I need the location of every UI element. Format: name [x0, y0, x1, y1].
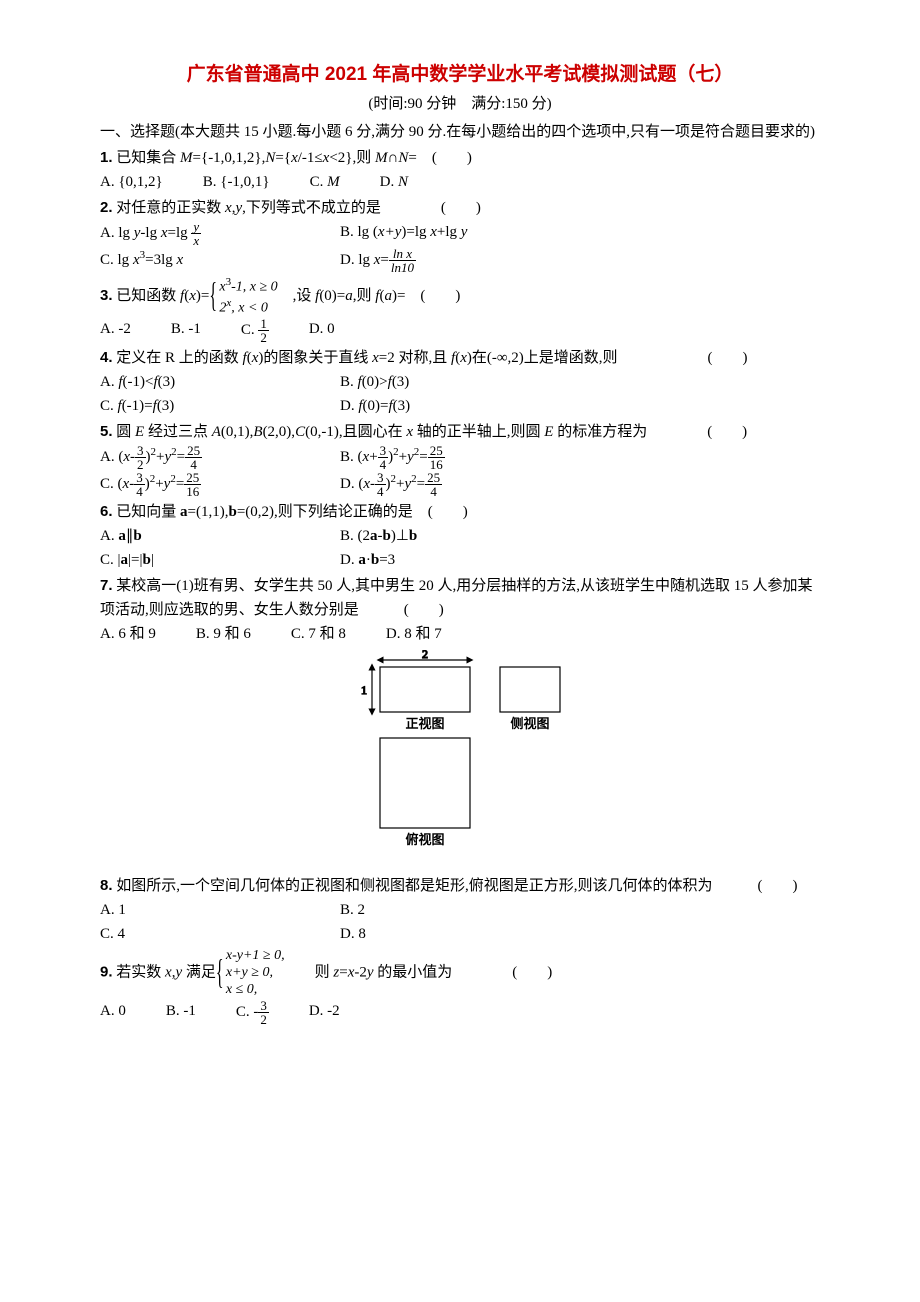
question-8: 8. 如图所示,一个空间几何体的正视图和侧视图都是矩形,俯视图是正方形,则该几何…: [100, 874, 820, 946]
option: D. 8 和 7: [386, 622, 442, 646]
option: D. a·b=3: [340, 548, 540, 572]
question-7: 7. 某校高一(1)班有男、女学生共 50 人,其中男生 20 人,用分层抽样的…: [100, 574, 820, 646]
question-5: 5. 圆 E 经过三点 A(0,1),B(2,0),C(0,-1),且圆心在 x…: [100, 420, 820, 498]
question-text: 4. 定义在 R 上的函数 f(x)的图象关于直线 x=2 对称,且 f(x)在…: [100, 346, 820, 370]
question-text: 9. 若实数 x,y 满足x-y+1 ≥ 0,x+y ≥ 0,x ≤ 0, 则 …: [100, 948, 820, 998]
option: A. {0,1,2}: [100, 170, 163, 194]
option: D. 0: [309, 317, 335, 344]
option: B. -1: [171, 317, 201, 344]
question-text: 8. 如图所示,一个空间几何体的正视图和侧视图都是矩形,俯视图是正方形,则该几何…: [100, 874, 820, 898]
option: B. 2: [340, 898, 540, 922]
option: C. M: [310, 170, 340, 194]
option: D. 8: [340, 922, 540, 946]
option: B. (2a-b)⊥b: [340, 524, 540, 548]
option: C. f(-1)=f(3): [100, 394, 300, 418]
section-instructions: 一、选择题(本大题共 15 小题.每小题 6 分,满分 90 分.在每小题给出的…: [100, 120, 820, 144]
question-1: 1. 已知集合 M={-1,0,1,2},N={x/-1≤x<2},则 M∩N=…: [100, 146, 820, 194]
option: C. -32: [236, 999, 269, 1026]
option: D. f(0)=f(3): [340, 394, 540, 418]
options: A. (x-32)2+y2=254 B. (x+34)2+y2=2516 C. (x…: [100, 444, 820, 498]
options: A. 0 B. -1 C. -32 D. -2: [100, 999, 820, 1026]
svg-text:俯视图: 俯视图: [405, 832, 444, 847]
question-9: 9. 若实数 x,y 满足x-y+1 ≥ 0,x+y ≥ 0,x ≤ 0, 则 …: [100, 948, 820, 1025]
options: A. -2 B. -1 C. 12 D. 0: [100, 317, 820, 344]
option: A. -2: [100, 317, 131, 344]
three-view-figure: 2 1 正视图 侧视图 俯视图: [100, 650, 820, 870]
question-text: 3. 已知函数 f(x)=x3-1, x ≥ 02x, x < 0 ,设 f(0…: [100, 276, 820, 317]
option: B. (x+34)2+y2=2516: [340, 444, 540, 471]
options: A. a∥b B. (2a-b)⊥b C. |a|=|b| D. a·b=3: [100, 524, 820, 572]
option: C. lg x3=3lg x: [100, 247, 300, 274]
options: A. 1 B. 2 C. 4 D. 8: [100, 898, 820, 946]
question-6: 6. 已知向量 a=(1,1),b=(0,2),则下列结论正确的是 ( )A. …: [100, 500, 820, 572]
page-subtitle: (时间:90 分钟 满分:150 分): [100, 92, 820, 116]
option: B. lg (x+y)=lg x+lg y: [340, 220, 540, 247]
questions-container: 1. 已知集合 M={-1,0,1,2},N={x/-1≤x<2},则 M∩N=…: [100, 146, 820, 1025]
page-title: 广东省普通高中 2021 年高中数学学业水平考试模拟测试题（七）: [100, 60, 820, 90]
option: C. |a|=|b|: [100, 548, 300, 572]
option: D. -2: [309, 999, 340, 1026]
option: D. lg x=ln xln10: [340, 247, 540, 274]
options: A. lg y-lg x=lg yx B. lg (x+y)=lg x+lg y C…: [100, 220, 820, 274]
question-3: 3. 已知函数 f(x)=x3-1, x ≥ 02x, x < 0 ,设 f(0…: [100, 276, 820, 344]
svg-text:侧视图: 侧视图: [510, 716, 549, 731]
option: B. {-1,0,1}: [203, 170, 270, 194]
svg-text:正视图: 正视图: [405, 716, 444, 731]
option: B. f(0)>f(3): [340, 370, 540, 394]
option: A. 1: [100, 898, 300, 922]
option: B. 9 和 6: [196, 622, 251, 646]
option: C. 12: [241, 317, 269, 344]
question-text: 1. 已知集合 M={-1,0,1,2},N={x/-1≤x<2},则 M∩N=…: [100, 146, 820, 170]
option: B. -1: [166, 999, 196, 1026]
svg-text:2: 2: [422, 650, 428, 661]
option: A. f(-1)<f(3): [100, 370, 300, 394]
options: A. f(-1)<f(3) B. f(0)>f(3) C. f(-1)=f(3) D.…: [100, 370, 820, 418]
question-text: 2. 对任意的正实数 x,y,下列等式不成立的是 ( ): [100, 196, 820, 220]
option: C. 7 和 8: [291, 622, 346, 646]
question-text: 5. 圆 E 经过三点 A(0,1),B(2,0),C(0,-1),且圆心在 x…: [100, 420, 820, 444]
option: A. a∥b: [100, 524, 300, 548]
option: C. 4: [100, 922, 300, 946]
question-4: 4. 定义在 R 上的函数 f(x)的图象关于直线 x=2 对称,且 f(x)在…: [100, 346, 820, 418]
option: D. N: [380, 170, 408, 194]
option: A. 6 和 9: [100, 622, 156, 646]
svg-text:1: 1: [361, 683, 367, 697]
option: A. 0: [100, 999, 126, 1026]
options: A. {0,1,2} B. {-1,0,1} C. M D. N: [100, 170, 820, 194]
question-2: 2. 对任意的正实数 x,y,下列等式不成立的是 ( )A. lg y-lg x…: [100, 196, 820, 274]
option: D. (x-34)2+y2=254: [340, 471, 540, 498]
question-text: 6. 已知向量 a=(1,1),b=(0,2),则下列结论正确的是 ( ): [100, 500, 820, 524]
options: A. 6 和 9 B. 9 和 6 C. 7 和 8 D. 8 和 7: [100, 622, 820, 646]
option: A. (x-32)2+y2=254: [100, 444, 300, 471]
question-text: 7. 某校高一(1)班有男、女学生共 50 人,其中男生 20 人,用分层抽样的…: [100, 574, 820, 622]
option: C. (x-34)2+y2=2516: [100, 471, 300, 498]
option: A. lg y-lg x=lg yx: [100, 220, 300, 247]
